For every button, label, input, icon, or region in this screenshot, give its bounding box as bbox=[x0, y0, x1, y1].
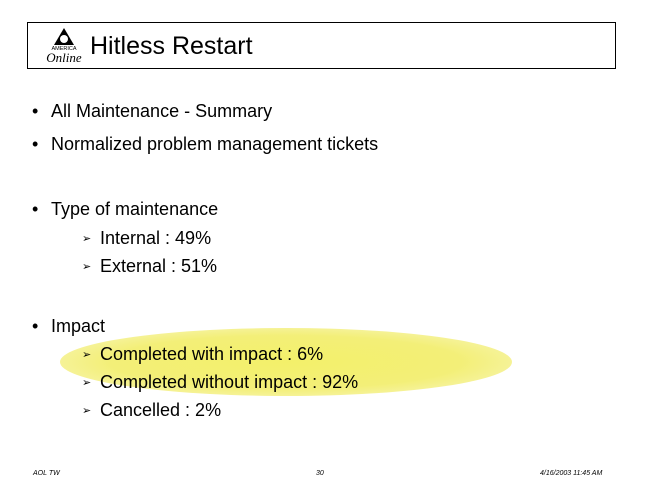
bullet-all-maintenance: • All Maintenance - Summary bbox=[32, 101, 273, 121]
bullet-icon: • bbox=[32, 101, 39, 121]
page-title: Hitless Restart bbox=[90, 32, 253, 60]
bullet-icon: • bbox=[32, 199, 39, 219]
bullet-type-of-maintenance: • Type of maintenance bbox=[32, 199, 219, 219]
svg-text:Online: Online bbox=[46, 50, 82, 65]
arrow-bullet-icon: ➢ bbox=[82, 405, 92, 417]
arrow-bullet-icon: ➢ bbox=[82, 261, 92, 273]
bullet-impact: • Impact bbox=[32, 316, 106, 336]
impact-highlight bbox=[60, 328, 512, 396]
bullet-icon: • bbox=[32, 316, 39, 336]
footer-left-text: AOL TW bbox=[33, 470, 60, 477]
arrow-bullet-icon: ➢ bbox=[82, 377, 92, 389]
footer-page-number: 30 bbox=[316, 470, 324, 477]
bullet-normalized-tickets: • Normalized problem management tickets bbox=[32, 134, 379, 154]
aol-logo: AMERICA Online bbox=[46, 28, 82, 65]
sub-bullet-internal: ➢ Internal : 49% bbox=[82, 228, 212, 248]
sub-bullet-completed-with-impact: ➢ Completed with impact : 6% bbox=[82, 344, 324, 364]
sub-bullet-cancelled: ➢ Cancelled : 2% bbox=[82, 400, 222, 420]
footer-timestamp: 4/16/2003 11:45 AM bbox=[540, 470, 603, 477]
arrow-bullet-icon: ➢ bbox=[82, 233, 92, 245]
sub-bullet-external: ➢ External : 51% bbox=[82, 256, 218, 276]
svg-text:AMERICA: AMERICA bbox=[51, 46, 76, 52]
arrow-bullet-icon: ➢ bbox=[82, 349, 92, 361]
title-box: AMERICA Online Hitless Restart bbox=[27, 22, 616, 69]
bullet-icon: • bbox=[32, 134, 39, 154]
sub-bullet-completed-without-impact: ➢ Completed without impact : 92% bbox=[82, 372, 359, 392]
